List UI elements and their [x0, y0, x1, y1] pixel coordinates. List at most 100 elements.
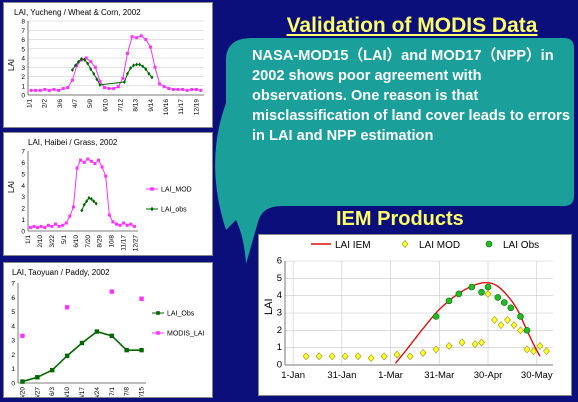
x-tick-label: 3/6 — [57, 99, 64, 108]
y-axis-label: LAI — [7, 59, 16, 71]
data-point — [64, 221, 68, 225]
data-point — [98, 82, 102, 87]
x-tick-label: 7/20 — [85, 235, 92, 248]
data-point — [185, 88, 189, 92]
data-point — [89, 60, 93, 64]
data-point — [82, 160, 86, 164]
x-tick-label: 5/9 — [87, 99, 94, 108]
chart-title: LAI, Haibei / Grass, 2002 — [28, 138, 118, 147]
y-tick-label: 0 — [11, 381, 15, 388]
x-tick-label: 11/17 — [121, 235, 128, 251]
data-point — [328, 352, 336, 361]
y-tick-label: 3 — [21, 194, 25, 201]
x-tick-label: 31-Mar — [424, 370, 454, 381]
data-point — [485, 240, 493, 248]
data-point — [380, 352, 388, 361]
data-point — [93, 65, 97, 69]
data-point — [445, 341, 453, 350]
data-point — [61, 223, 65, 227]
iem-title: IEM Products — [336, 208, 464, 230]
data-point — [150, 206, 154, 212]
y-tick-label: 8 — [21, 19, 25, 26]
y-tick-label: 6 — [11, 295, 15, 302]
data-point — [354, 352, 362, 361]
y-tick-label: 7 — [21, 28, 25, 35]
chart-panel-iem: LAI 0 1 2 3 4 5 6 1-Jan 31-Jan 1-Mar 31-Mar 30-Apr 3… — [258, 234, 572, 396]
x-tick-label: 6/3 — [49, 387, 56, 396]
data-point — [504, 315, 511, 324]
data-point — [150, 187, 154, 191]
y-tick-label: 0 — [21, 229, 25, 236]
data-point — [38, 88, 42, 92]
x-tick-label: 8/29 — [97, 235, 104, 248]
data-point — [125, 223, 129, 227]
data-point — [94, 329, 100, 334]
data-point — [82, 202, 86, 207]
data-point — [171, 87, 175, 91]
y-tick-label: 4 — [11, 323, 15, 330]
data-point — [156, 311, 160, 315]
x-tick-label: 6/10 — [102, 99, 109, 112]
data-point — [167, 87, 171, 91]
data-point — [52, 87, 56, 91]
y-tick-label: 4 — [277, 290, 282, 301]
data-point — [497, 321, 505, 330]
y-tick-label: 6 — [21, 160, 25, 167]
data-point — [80, 56, 84, 61]
data-point — [64, 305, 70, 310]
data-point — [401, 240, 409, 248]
data-point — [28, 226, 32, 230]
x-tick-label: 9/14 — [148, 99, 155, 112]
x-tick-label: 7/8 — [124, 387, 131, 396]
y-tick-label: 0 — [277, 360, 282, 371]
y-axis-label: LAI — [263, 298, 275, 315]
data-point — [130, 35, 134, 39]
data-point — [35, 375, 40, 380]
data-point — [523, 345, 531, 354]
data-point — [122, 80, 126, 85]
data-point — [83, 57, 87, 62]
data-point — [57, 88, 61, 92]
data-point — [50, 224, 54, 228]
data-point — [139, 347, 144, 353]
data-point — [64, 353, 70, 359]
data-point — [73, 63, 77, 68]
data-point — [66, 86, 70, 90]
chart-iem: LAI 0 1 2 3 4 5 6 1-Jan 31-Jan 1-Mar 31-Mar 30-Apr 3… — [263, 240, 553, 381]
data-point — [20, 379, 25, 384]
y-tick-label: 3 — [11, 338, 15, 345]
data-point — [543, 347, 550, 356]
x-tick-label: 7/1 — [109, 387, 116, 396]
data-point — [156, 331, 160, 335]
y-tick-label: 4 — [21, 183, 25, 190]
data-point — [393, 350, 401, 359]
series-line — [30, 158, 135, 229]
data-point — [181, 87, 185, 91]
data-point — [138, 62, 142, 67]
data-point — [507, 304, 515, 312]
data-point — [135, 36, 139, 40]
data-point — [455, 290, 463, 298]
data-point — [116, 85, 120, 89]
x-tick-label: 1-Mar — [378, 370, 403, 381]
data-point — [124, 347, 129, 353]
data-point — [109, 333, 114, 339]
chart-panel-taoyuan: LAI, Taoyuan / Paddy, 2002 0 1 2 3 4 5 6 7 5/20 5… — [3, 262, 213, 400]
x-tick-label: 6/10 — [64, 387, 71, 397]
data-point — [315, 352, 323, 361]
data-point — [80, 208, 84, 213]
data-point — [89, 197, 93, 201]
data-point — [341, 352, 349, 361]
data-point — [79, 158, 83, 162]
x-tick-label: 6/17 — [79, 387, 86, 397]
data-point — [112, 87, 116, 91]
x-tick-label: 5/20 — [19, 387, 26, 397]
bubble-text: NASA-MOD15（LAI）and MOD17（NPP）in 2002 sho… — [252, 48, 570, 144]
data-point — [29, 88, 33, 92]
data-point — [43, 87, 47, 91]
data-point — [302, 352, 310, 361]
y-tick-label: 2 — [11, 352, 15, 359]
x-tick-label: 1/1 — [25, 235, 32, 244]
data-point — [147, 71, 151, 76]
